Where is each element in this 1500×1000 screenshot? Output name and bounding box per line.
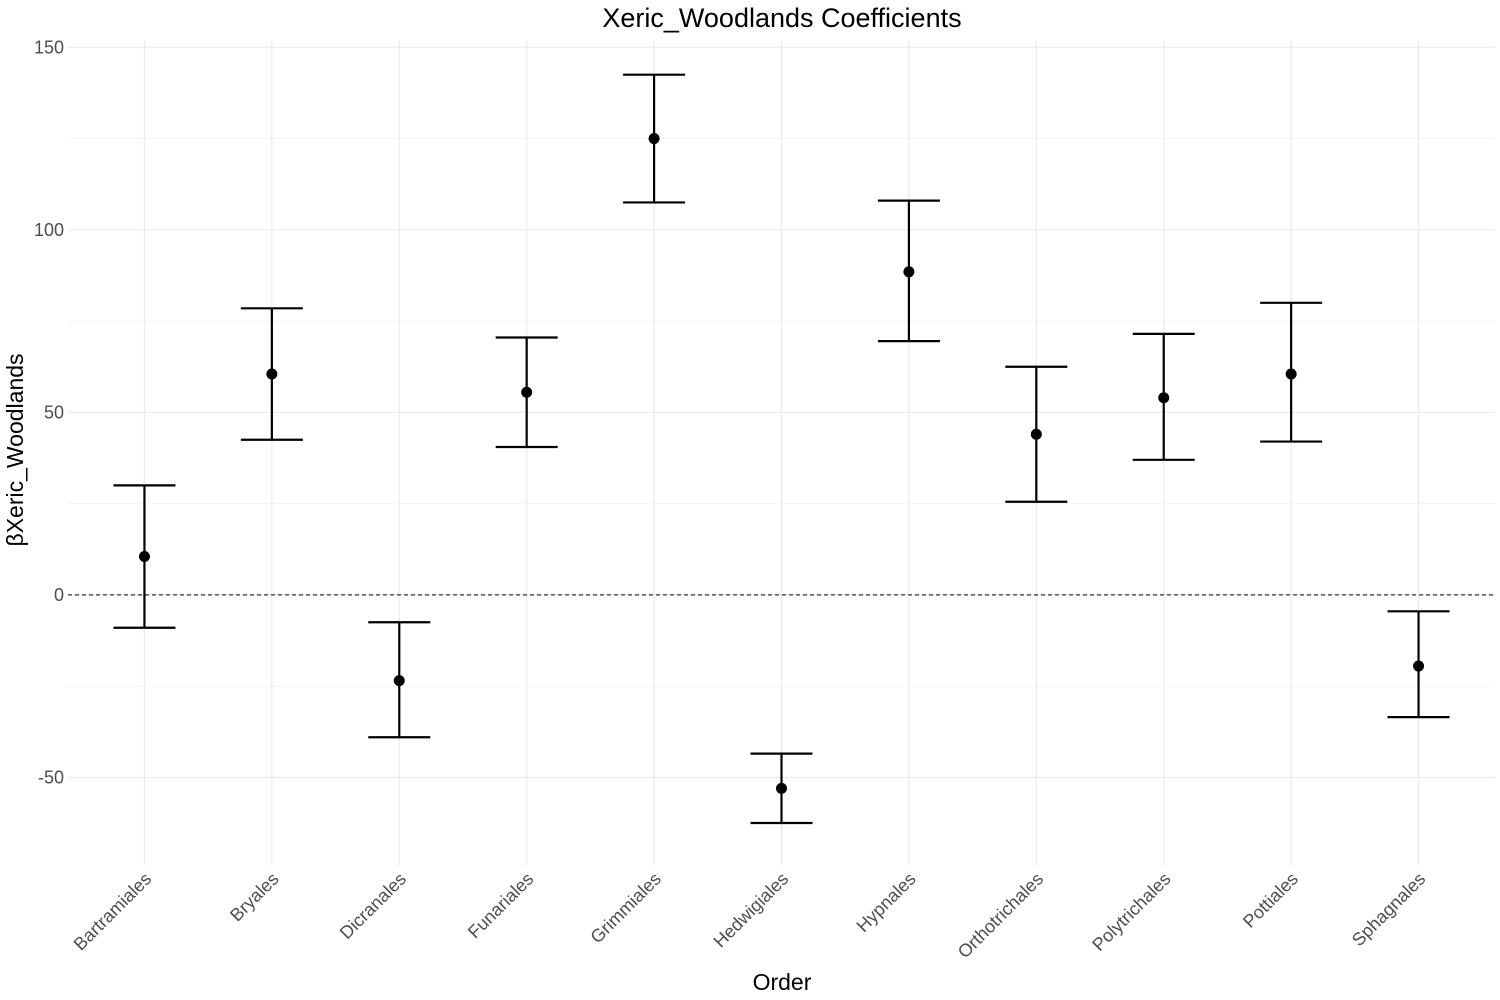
data-point (1158, 392, 1170, 404)
y-tick-label: 100 (34, 220, 64, 240)
data-point (776, 782, 787, 794)
y-tick-label: 150 (34, 37, 64, 57)
data-point (648, 133, 660, 145)
chart-title: Xeric_Woodlands Coefficients (602, 3, 961, 33)
data-point (521, 386, 533, 398)
x-tick-label: Grimmiales (586, 869, 664, 947)
y-tick-label: 50 (44, 402, 64, 422)
x-tick-label: Funariales (464, 869, 538, 943)
data-point (1285, 368, 1297, 380)
data-point (1413, 660, 1425, 672)
x-tick-label: Hedwigiales (710, 869, 793, 952)
y-axis: -50 0 50 100 150 (34, 37, 64, 787)
x-tick-label: Pottiales (1239, 869, 1302, 932)
x-tick-label: Bryales (226, 869, 283, 926)
x-tick-label: Sphagnales (1348, 869, 1429, 950)
y-axis-title: βXeric_Woodlands (2, 353, 28, 546)
x-tick-label: Orthotrichales (954, 869, 1047, 962)
x-axis: Bartramiales Bryales Dicranales Funariales G… (70, 869, 1430, 962)
data-point (1030, 428, 1042, 440)
x-axis-title: Order (753, 969, 812, 995)
grid (68, 40, 1495, 865)
y-tick-label: 0 (54, 585, 64, 605)
x-tick-label: Polytrichales (1088, 869, 1174, 955)
x-tick-label: Dicranales (336, 869, 410, 943)
data-point (393, 675, 405, 687)
points (138, 133, 1425, 794)
y-tick-label: -50 (38, 767, 64, 787)
data-point (903, 266, 915, 278)
data-point (138, 551, 150, 563)
x-tick-label: Hypnales (853, 869, 920, 936)
x-tick-label: Bartramiales (70, 869, 156, 955)
data-point (266, 368, 278, 380)
